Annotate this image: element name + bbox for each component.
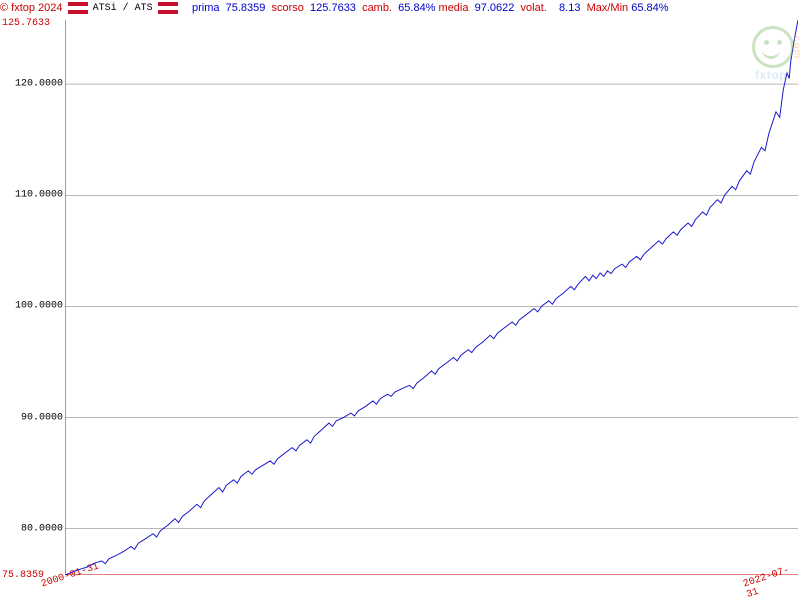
chart-container: © fxtop 2024 ATSi / ATS prima 75.8359 sc… [0,0,800,600]
stat-label-maxmin: Max/Min [587,2,629,14]
y-tick-label: 110.0000 [15,190,63,201]
stat-label-volat: volat. [521,2,547,14]
line-chart [65,20,798,575]
y-tick-label: 120.0000 [15,79,63,90]
stat-value-media: 97.0622 [475,2,515,14]
y-tick-label: 90.0000 [21,412,63,423]
stat-label-scorso: scorso [272,2,304,14]
currency-pair-label: ATSi / ATS [93,3,153,14]
stat-value-volat: 8.13 [559,2,580,14]
stat-value-prima: 75.8359 [226,2,266,14]
flag-icon [158,2,178,14]
y-tick-label: 80.0000 [21,523,63,534]
y-max-label: 125.7633 [2,18,50,29]
copyright-text: © fxtop 2024 [0,2,63,14]
chart-header: © fxtop 2024 ATSi / ATS prima 75.8359 sc… [0,2,800,14]
stat-label-media: media [439,2,469,14]
stat-label-camb: camb. [362,2,392,14]
stat-value-scorso: 125.7633 [310,2,356,14]
stat-value-camb: 65.84% [398,2,435,14]
flag-icon [68,2,88,14]
y-tick-label: 100.0000 [15,301,63,312]
stat-value-maxmin: 65.84% [631,2,668,14]
y-min-label: 75.8359 [2,570,44,581]
stat-label-prima: prima [192,2,220,14]
